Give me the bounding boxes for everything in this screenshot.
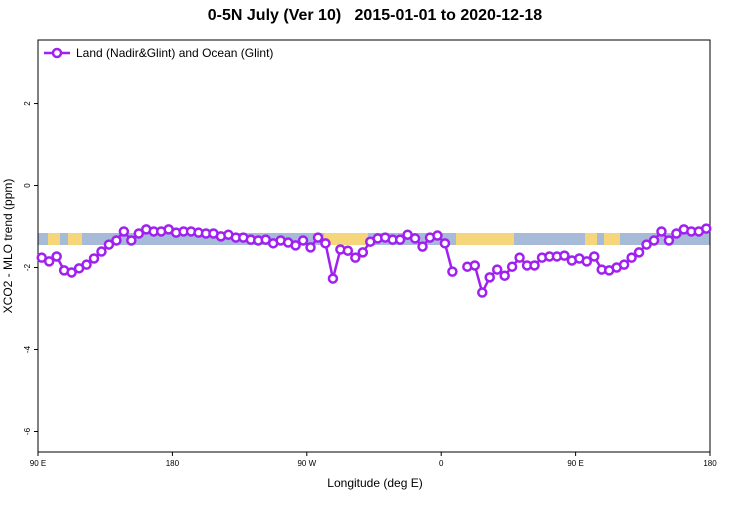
x-tick-label: 90 E	[30, 459, 46, 468]
data-point	[103, 239, 115, 250]
chart-title: 0-5N July (Ver 10) 2015-01-01 to 2020-12…	[208, 7, 543, 24]
data-point	[589, 251, 600, 262]
data-point	[126, 235, 137, 246]
data-point	[342, 245, 354, 256]
plot-frame	[37, 39, 711, 453]
data-point	[111, 235, 122, 246]
data-point	[327, 273, 339, 284]
data-point	[559, 250, 570, 261]
data-point	[350, 252, 361, 263]
data-point	[51, 251, 62, 262]
land-patch	[68, 233, 82, 245]
data-point	[81, 259, 92, 270]
data-point	[529, 260, 540, 271]
data-point	[312, 232, 324, 243]
data-point	[432, 230, 443, 241]
data-point	[320, 238, 331, 249]
data-point	[297, 235, 309, 246]
y-axis-label: XCO2 - MLO trend (ppm)	[1, 179, 15, 314]
data-point	[357, 247, 369, 258]
land-patch	[456, 233, 514, 245]
x-tick-label: 90 W	[297, 459, 316, 468]
data-point	[618, 259, 630, 270]
data-point	[118, 226, 130, 237]
data-point	[66, 267, 77, 278]
x-tick-label: 180	[166, 459, 180, 468]
data-point	[701, 223, 712, 234]
data-point	[648, 235, 660, 246]
data-point	[499, 270, 510, 281]
land-patch	[324, 233, 368, 245]
data-point	[447, 266, 458, 277]
data-point	[641, 239, 652, 250]
y-tick-label: -2	[23, 263, 32, 271]
x-tick-label: 0	[439, 459, 444, 468]
data-point	[469, 260, 481, 271]
y-tick-label: -6	[23, 427, 32, 435]
y-tick-label: -4	[23, 345, 32, 353]
y-tick-label: 2	[23, 101, 32, 106]
x-tick-label: 180	[703, 459, 717, 468]
data-point	[663, 235, 675, 246]
data-point	[477, 287, 488, 298]
x-tick-label: 90 E	[567, 459, 583, 468]
data-point	[290, 240, 301, 251]
data-point	[514, 252, 525, 263]
data-point	[581, 256, 593, 267]
x-axis-label: Longitude (deg E)	[327, 476, 422, 490]
legend-label: Land (Nadir&Glint) and Ocean (Glint)	[76, 46, 273, 60]
data-point	[88, 253, 100, 264]
data-point	[96, 246, 107, 257]
land-patch	[48, 233, 60, 245]
legend-marker	[51, 47, 63, 59]
data-point	[439, 238, 451, 249]
data-point	[656, 226, 667, 237]
data-point	[671, 228, 682, 239]
data-point	[491, 264, 503, 275]
data-point	[417, 241, 428, 252]
land-patch	[585, 233, 597, 245]
data-point	[633, 247, 645, 258]
data-point	[409, 233, 421, 244]
data-point	[394, 234, 406, 245]
data-point	[133, 228, 145, 239]
data-point	[506, 261, 518, 272]
data-point	[484, 272, 495, 283]
y-tick-label: 0	[23, 183, 32, 188]
data-point	[43, 256, 55, 267]
land-patch	[604, 233, 620, 245]
data-point	[626, 252, 637, 263]
data-point	[305, 242, 316, 253]
